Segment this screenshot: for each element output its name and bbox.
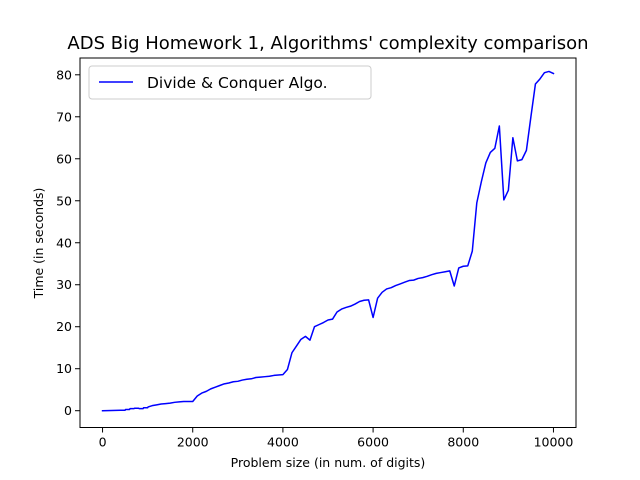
y-tick-label: 10 bbox=[56, 361, 72, 376]
x-tick-label: 6000 bbox=[357, 435, 389, 450]
y-tick-label: 70 bbox=[56, 109, 72, 124]
legend-label: Divide & Conquer Algo. bbox=[147, 74, 328, 92]
y-tick-label: 20 bbox=[56, 319, 72, 334]
chart-title: ADS Big Homework 1, Algorithms' complexi… bbox=[67, 33, 588, 54]
y-tick-label: 80 bbox=[56, 67, 72, 82]
y-tick-label: 40 bbox=[56, 235, 72, 250]
plot-area bbox=[80, 58, 576, 428]
x-axis-label: Problem size (in num. of digits) bbox=[231, 455, 426, 470]
y-ticks: 0 10 20 30 40 50 60 70 80 bbox=[56, 67, 80, 418]
series-line-0 bbox=[101, 70, 555, 412]
x-tick-label: 8000 bbox=[447, 435, 479, 450]
y-tick-label: 0 bbox=[64, 403, 72, 418]
x-ticks: 0 2000 4000 6000 8000 10000 bbox=[99, 427, 574, 450]
y-axis-label: Time (in seconds) bbox=[31, 188, 46, 300]
x-tick-label: 2000 bbox=[177, 435, 209, 450]
x-tick-label: 0 bbox=[99, 435, 107, 450]
x-tick-label: 4000 bbox=[267, 435, 299, 450]
data-layer bbox=[101, 70, 555, 412]
y-tick-label: 30 bbox=[56, 277, 72, 292]
plot-frame bbox=[79, 57, 577, 428]
legend-box bbox=[88, 65, 372, 100]
y-tick-label: 50 bbox=[56, 193, 72, 208]
y-tick-label: 60 bbox=[56, 151, 72, 166]
legend: Divide & Conquer Algo. bbox=[88, 65, 372, 100]
x-tick-label: 10000 bbox=[534, 435, 574, 450]
